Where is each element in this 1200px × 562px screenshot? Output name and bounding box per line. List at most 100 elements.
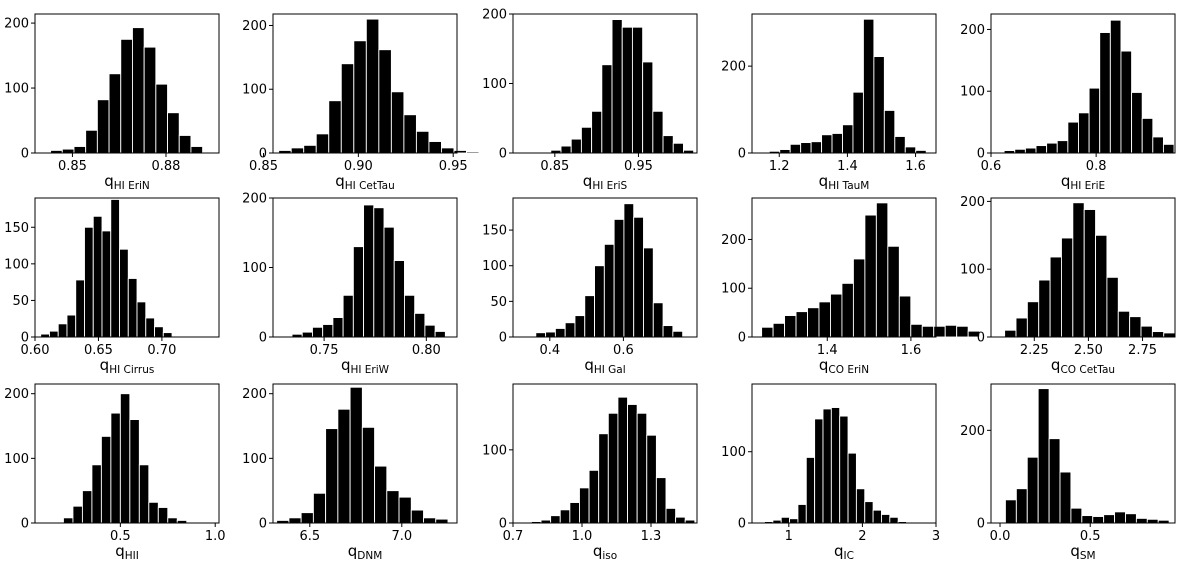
y-tick-label: 100 xyxy=(482,77,507,92)
histogram-bar xyxy=(1092,516,1105,524)
histogram-bar xyxy=(613,218,625,338)
histogram-bar xyxy=(1146,518,1159,524)
histogram-bar xyxy=(63,517,74,524)
y-tick-label: 0 xyxy=(738,331,746,346)
axes-frame xyxy=(990,13,1176,154)
histogram-bar xyxy=(814,418,824,524)
y-tick-label: 150 xyxy=(4,221,29,236)
histogram-bar xyxy=(579,487,590,524)
histogram-panel-10: 2.25 2.50 2.75 0 100 200 qCO CetTau xyxy=(960,195,1176,376)
histogram-bar xyxy=(322,324,334,338)
x-tick-label: 1 xyxy=(785,529,793,544)
y-tick-label: 0 xyxy=(977,331,985,346)
histogram-bar xyxy=(780,516,791,524)
histogram-bar xyxy=(365,18,380,154)
histogram-bar xyxy=(789,518,799,524)
histogram-bar xyxy=(761,326,774,338)
histogram-bar xyxy=(933,325,946,338)
histogram-bar xyxy=(675,516,686,524)
y-tick-label: 100 xyxy=(4,82,29,97)
histogram-bar xyxy=(352,246,365,338)
histogram-bar xyxy=(466,151,480,154)
histogram-bar xyxy=(574,315,586,338)
histogram-bar xyxy=(101,230,112,338)
histogram-panel-9: 1.4 1.6 0 100 200 qCO EriN xyxy=(721,197,981,376)
histogram-bar xyxy=(1078,112,1090,154)
y-tick-label: 0 xyxy=(738,147,746,162)
y-tick-label: 100 xyxy=(721,282,746,297)
histogram-bar xyxy=(662,325,674,338)
histogram-bar xyxy=(830,293,843,338)
histogram-bar xyxy=(862,18,875,154)
histogram-bar xyxy=(1014,148,1026,154)
x-axis-label: qIC xyxy=(834,542,854,562)
histogram-bar xyxy=(91,464,102,524)
histogram-bar xyxy=(1049,256,1062,338)
x-axis-label: qiso xyxy=(593,542,617,562)
histogram-bar xyxy=(1103,514,1116,524)
axes-frame xyxy=(272,383,458,524)
histogram-panel-12: 6.5 7.0 0 100 200 qDNM xyxy=(242,383,458,562)
x-axis-label: qHI CetTau xyxy=(335,172,395,192)
histogram-bar xyxy=(810,141,823,154)
x-axis-label: qHI Gal xyxy=(584,356,625,376)
y-tick-label: 200 xyxy=(960,424,985,439)
histogram-bar xyxy=(157,507,169,524)
histogram-bar xyxy=(805,456,816,524)
histogram-bar xyxy=(643,247,654,338)
y-tick-label: 0 xyxy=(977,147,985,162)
histogram-bar xyxy=(1125,513,1137,524)
x-axis-label: qHI EriW xyxy=(341,356,390,376)
y-tick-label: 100 xyxy=(242,452,267,467)
histogram-bar xyxy=(1004,499,1017,524)
y-tick-label: 0 xyxy=(977,517,985,532)
y-tick-label: 100 xyxy=(960,263,985,278)
histogram-bar xyxy=(49,330,59,338)
histogram-bar xyxy=(1056,140,1069,154)
histogram-bar xyxy=(655,477,667,524)
histogram-bar xyxy=(672,330,684,338)
x-tick-label: 0.5 xyxy=(110,529,131,544)
histogram-bar xyxy=(301,331,313,338)
histogram-bar xyxy=(410,509,424,524)
histogram-bar xyxy=(904,146,917,154)
histogram-bar xyxy=(1106,276,1119,338)
histogram-bar xyxy=(944,324,958,338)
histogram-bar xyxy=(795,311,808,338)
y-tick-label: 0 xyxy=(21,517,29,532)
histogram-panel-6: 0.60 0.65 0.70 0 50 100 150 qHI Cirrus xyxy=(4,197,220,376)
histogram-bar xyxy=(894,136,906,154)
histogram-bar xyxy=(110,412,121,524)
y-tick-label: 200 xyxy=(960,195,985,210)
histogram-bar xyxy=(403,114,417,154)
histogram-bar xyxy=(550,515,561,524)
histogram-bar xyxy=(1152,136,1164,154)
x-tick-label: 3 xyxy=(932,529,940,544)
histogram-bar xyxy=(145,317,155,338)
x-tick-label: 0.5 xyxy=(1080,529,1101,544)
histogram-bar xyxy=(956,325,969,338)
histogram-bar xyxy=(66,314,77,338)
histogram-bar xyxy=(342,294,354,338)
y-tick-label: 100 xyxy=(242,83,267,98)
histogram-bar xyxy=(569,502,580,524)
histogram-bar xyxy=(1015,488,1028,524)
x-tick-label: 0.60 xyxy=(21,343,50,358)
histogram-bar xyxy=(560,145,572,154)
histogram-bar xyxy=(303,144,317,154)
histogram-bar xyxy=(910,323,923,338)
x-tick-label: 0.6 xyxy=(981,159,1002,174)
histogram-bar xyxy=(545,331,556,338)
histogram-bar xyxy=(967,330,981,338)
histogram-bar xyxy=(96,99,110,154)
histogram-panel-13: 0.7 1.0 1.3 0 100 qiso xyxy=(482,383,698,562)
axes-frame xyxy=(512,197,698,338)
x-tick-label: 2.25 xyxy=(1020,343,1049,358)
axes-frame xyxy=(34,383,220,524)
y-tick-label: 0 xyxy=(499,147,507,162)
histogram-bar xyxy=(148,501,159,524)
histogram-bar xyxy=(607,412,619,524)
histogram-bar xyxy=(617,396,628,524)
histogram-bar xyxy=(108,73,122,154)
histogram-bar xyxy=(154,326,164,338)
